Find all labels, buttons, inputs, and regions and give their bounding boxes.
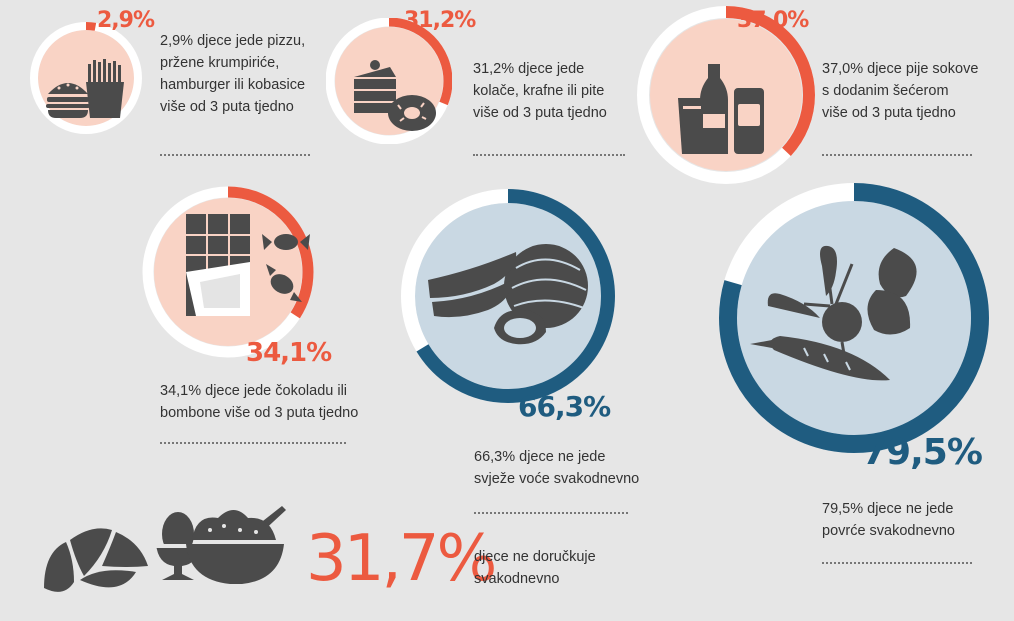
- cereal-bowl-icon: [186, 506, 286, 584]
- soda-drinks-icon: [678, 64, 764, 154]
- fruit-percent: 66,3%: [518, 390, 611, 423]
- chocolate-candy-icon: [186, 214, 310, 316]
- croissant-icon: [44, 528, 148, 592]
- juice-percent: 37,0%: [737, 8, 809, 33]
- fruit-icon: [428, 244, 588, 345]
- cakes-percent: 31,2%: [404, 8, 476, 33]
- vegetables-percent: 79,5%: [862, 432, 983, 473]
- cakes-divider: [473, 154, 625, 156]
- chocolate-description: 34,1% djece jede čokoladu ili bombone viš…: [160, 383, 359, 421]
- burger-fries-icon: [46, 59, 124, 118]
- fruit-divider: [474, 512, 628, 514]
- cakes-arc: [326, 18, 452, 144]
- fruit-arc: [401, 189, 615, 403]
- fruit-description: 66,3% djece ne jede svježe voće svakodnev…: [474, 449, 640, 487]
- fast-food-divider: [160, 154, 310, 156]
- cake-donut-icon: [354, 60, 436, 131]
- cakes-description: 31,2% djece jede kolače, krafne ili pite v…: [473, 61, 607, 121]
- fast-food-percent: 2,9%: [97, 8, 155, 33]
- vegetables-description: 79,5% djece ne jede povrće svakodnevno: [822, 501, 955, 539]
- juice-divider: [822, 154, 972, 156]
- chocolate-divider: [160, 442, 346, 444]
- vegetables-arc: [719, 183, 989, 453]
- vegetables-divider: [822, 562, 972, 564]
- fast-food-description: 2,9% djece jede pizzu, pržene krumpiriće,…: [160, 33, 306, 115]
- chocolate-percent: 34,1%: [246, 338, 332, 368]
- chocolate-arc: [142, 186, 314, 358]
- juice-description: 37,0% djece pije sokove s dodanim šećerom…: [822, 61, 979, 121]
- fast-food-arc: [30, 22, 142, 134]
- juice-arc: [637, 6, 815, 184]
- breakfast-percent: 31,7%: [306, 522, 497, 596]
- vegetables-icon: [750, 245, 917, 381]
- breakfast-description: djece ne doručkuje svakodnevno: [474, 549, 596, 587]
